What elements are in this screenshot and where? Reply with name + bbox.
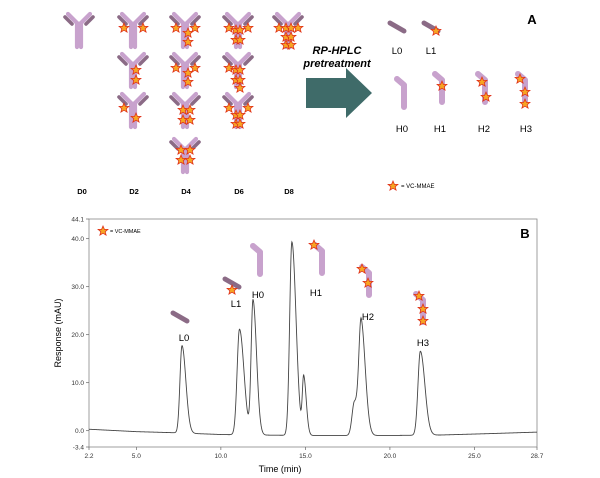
y-tick-label: -3.4 [73,444,85,451]
y-tick-label: 44.1 [71,216,84,223]
chromatogram-trace [88,240,538,436]
dar-label-d8: D8 [284,187,294,196]
panel-b: B 2.2 5.0 10.0 15.0 20.0 25.0 28.7-3.40.010.02… [53,216,544,474]
peak-label-h1: H1 [310,288,322,299]
y-tick-label: 0.0 [75,428,84,435]
arrow-label-line2: pretreatment [302,58,372,70]
x-axis-label: Time (min) [259,464,302,474]
plot-frame [88,218,538,448]
peak-label-l0: L0 [179,333,190,344]
antibody-d4-icon [171,14,200,47]
heavy-chain-h1-icon [435,74,448,102]
heavy-chain-label-h3: H3 [520,124,532,135]
heavy-chain-h0-icon [397,79,404,107]
antibody-d2-icon [119,94,147,127]
antibody-d6-icon [224,94,253,128]
vc-mmae-star-icon [97,225,109,236]
y-axis-label: Response (mAU) [53,298,63,367]
peak-icon-h1 [308,239,322,273]
antibody-d8-icon [274,14,303,50]
peak-icon-h3 [414,290,429,326]
antibody-d0-icon [65,14,93,47]
antibody-d2-icon [119,54,147,87]
panel-b-legend-text: = VC-MMAE [110,229,141,235]
antibody-d6-icon [224,14,253,47]
peak-icon-h0 [253,246,260,274]
heavy-chain-label-h2: H2 [478,124,490,135]
peak-icon-l0 [173,313,187,321]
antibody-d4-icon [171,94,199,127]
y-tick-label: 10.0 [71,380,84,387]
vc-mmae-star-icon [387,180,399,191]
dar-label-d6: D6 [234,187,244,196]
x-tick-label: 20.0 [384,453,397,460]
antibody-d6-icon [224,54,252,93]
x-tick-label: 10.0 [215,453,228,460]
light-chain-label-l0: L0 [392,46,403,57]
dar-label-d2: D2 [129,187,139,196]
y-tick-label: 20.0 [71,332,84,339]
heavy-chain-h2-icon [477,74,492,102]
antibody-d2-icon [119,14,148,47]
x-tick-label: 15.0 [299,453,312,460]
dar-label-d4: D4 [181,187,191,196]
light-chain-l0-icon [390,23,404,31]
chart-axes: 2.2 5.0 10.0 15.0 20.0 25.0 28.7 -3.4 0.0 10.0 20.… [71,216,543,460]
x-tick-label: 25.0 [468,453,481,460]
light-chain-l1-icon [424,23,442,36]
antibody-d4-icon [171,139,199,172]
panel-a-legend-text: = VC-MMAE [401,184,435,190]
peak-label-l1: L1 [231,299,242,310]
x-tick-label: 5.0 [132,453,141,460]
dar-label-d0: D0 [77,187,87,196]
x-tick-label: 28.7 [531,453,544,460]
antibody-d4-icon [171,54,200,87]
heavy-chain-label-h1: H1 [434,124,446,135]
heavy-chain-label-h0: H0 [396,124,408,135]
panel-b-letter: B [520,226,529,241]
peak-label-h3: H3 [417,338,429,349]
x-tick-label: 2.2 [84,453,93,460]
panel-a: A [65,12,537,196]
peak-label-h2: H2 [362,312,374,323]
heavy-chain-h3-icon [514,74,531,109]
panel-a-letter: A [527,12,537,27]
process-arrow-icon [306,68,372,118]
arrow-label-line1: RP-HPLC [313,45,363,57]
peak-icon-h2 [356,263,374,295]
peak-icon-l1 [225,279,239,295]
y-tick-label: 30.0 [71,284,84,291]
light-chain-label-l1: L1 [426,46,437,57]
peak-label-h0: H0 [252,290,264,301]
y-tick-label: 40.0 [71,236,84,243]
